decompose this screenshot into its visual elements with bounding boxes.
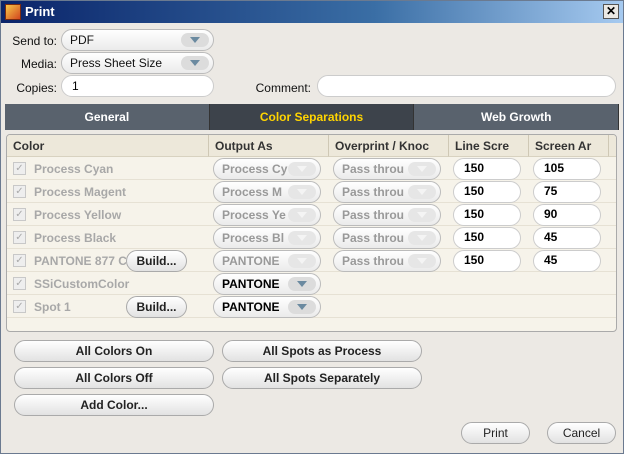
output-as-value: PANTONE xyxy=(222,277,280,291)
color-name: Process Black xyxy=(34,231,117,245)
chevron-down-icon xyxy=(408,185,436,199)
chevron-down-icon xyxy=(288,231,316,245)
line-screen-input[interactable]: 150 xyxy=(453,158,521,180)
output-as-select[interactable]: PANTONE xyxy=(213,296,321,318)
chevron-down-icon xyxy=(181,33,209,47)
color-name: Process Cyan xyxy=(34,162,114,176)
color-checkbox[interactable]: ✓ xyxy=(13,162,26,175)
tab-color-separations[interactable]: Color Separations xyxy=(209,104,415,130)
chevron-down-icon xyxy=(288,300,316,314)
output-as-select[interactable]: PANTONE xyxy=(213,250,321,272)
color-name: PANTONE 877 C xyxy=(34,254,126,268)
chevron-down-icon xyxy=(408,231,436,245)
color-name: SSiCustomColor xyxy=(34,277,130,291)
overprint-select[interactable]: Pass throu xyxy=(333,250,441,272)
output-as-select[interactable]: Process Bl xyxy=(213,227,321,249)
chevron-down-icon xyxy=(408,208,436,222)
output-as-value: PANTONE xyxy=(222,254,280,268)
color-checkbox[interactable]: ✓ xyxy=(13,277,26,290)
color-name: Spot 1 xyxy=(34,300,71,314)
output-as-value: Process Ye xyxy=(222,208,286,222)
output-as-value: Process Cy xyxy=(222,162,288,176)
print-button[interactable]: Print xyxy=(461,422,530,444)
screen-angle-input[interactable]: 90 xyxy=(533,204,601,226)
output-as-value: Process M xyxy=(222,185,283,199)
add-color-button[interactable]: Add Color... xyxy=(14,394,214,416)
copies-label: Copies: xyxy=(16,81,57,95)
output-as-select[interactable]: Process M xyxy=(213,181,321,203)
close-button[interactable]: ✕ xyxy=(603,4,619,19)
table-row-line xyxy=(7,318,616,331)
color-checkbox[interactable]: ✓ xyxy=(13,208,26,221)
color-checkbox[interactable]: ✓ xyxy=(13,300,26,313)
color-separations-table: Color Output As Overprint / Knoc Line Sc… xyxy=(6,134,617,332)
comment-label: Comment: xyxy=(255,81,311,95)
color-checkbox[interactable]: ✓ xyxy=(13,185,26,198)
build-button[interactable]: Build... xyxy=(126,296,187,318)
overprint-select[interactable]: Pass throu xyxy=(333,204,441,226)
header-overprint: Overprint / Knoc xyxy=(329,135,449,157)
screen-angle-input[interactable]: 105 xyxy=(533,158,601,180)
line-screen-input[interactable]: 150 xyxy=(453,181,521,203)
title-bar: Print ✕ xyxy=(1,1,623,23)
chevron-down-icon xyxy=(181,56,209,70)
chevron-down-icon xyxy=(288,208,316,222)
line-screen-input[interactable]: 150 xyxy=(453,250,521,272)
header-output-as: Output As xyxy=(209,135,329,157)
header-line-screen: Line Scre xyxy=(449,135,529,157)
screen-angle-input[interactable]: 45 xyxy=(533,227,601,249)
header-color: Color xyxy=(7,135,209,157)
all-colors-on-button[interactable]: All Colors On xyxy=(14,340,214,362)
chevron-down-icon xyxy=(288,277,316,291)
chevron-down-icon xyxy=(288,162,316,176)
tab-general[interactable]: General xyxy=(5,104,210,130)
media-value: Press Sheet Size xyxy=(70,56,163,70)
media-label: Media: xyxy=(20,57,57,71)
all-colors-off-button[interactable]: All Colors Off xyxy=(14,367,214,389)
overprint-value: Pass throu xyxy=(342,208,405,222)
overprint-value: Pass throu xyxy=(342,254,405,268)
tab-web-growth[interactable]: Web Growth xyxy=(414,104,620,130)
copies-input[interactable]: 1 xyxy=(61,75,214,97)
color-checkbox[interactable]: ✓ xyxy=(13,254,26,267)
header-filler xyxy=(609,135,616,157)
line-screen-input[interactable]: 150 xyxy=(453,204,521,226)
output-as-select[interactable]: Process Cy xyxy=(213,158,321,180)
output-as-select[interactable]: Process Ye xyxy=(213,204,321,226)
output-as-value: PANTONE xyxy=(222,300,280,314)
line-screen-input[interactable]: 150 xyxy=(453,227,521,249)
color-name: Process Magent xyxy=(34,185,127,199)
chevron-down-icon xyxy=(408,162,436,176)
screen-angle-input[interactable]: 45 xyxy=(533,250,601,272)
chevron-down-icon xyxy=(288,254,316,268)
chevron-down-icon xyxy=(408,254,436,268)
overprint-value: Pass throu xyxy=(342,231,405,245)
window-title: Print xyxy=(25,4,55,19)
send-to-select[interactable]: PDF xyxy=(61,29,214,51)
send-to-value: PDF xyxy=(70,33,94,47)
app-logo-icon xyxy=(5,4,21,20)
all-spots-separately-button[interactable]: All Spots Separately xyxy=(222,367,422,389)
screen-angle-input[interactable]: 75 xyxy=(533,181,601,203)
header-screen-angle: Screen Ar xyxy=(529,135,609,157)
tab-bar: General Color Separations Web Growth xyxy=(5,104,620,130)
chevron-down-icon xyxy=(288,185,316,199)
output-as-value: Process Bl xyxy=(222,231,285,245)
send-to-label: Send to: xyxy=(12,34,57,48)
overprint-value: Pass throu xyxy=(342,162,405,176)
output-as-select[interactable]: PANTONE xyxy=(213,273,321,295)
overprint-value: Pass throu xyxy=(342,185,405,199)
overprint-select[interactable]: Pass throu xyxy=(333,158,441,180)
color-name: Process Yellow xyxy=(34,208,122,222)
cancel-button[interactable]: Cancel xyxy=(547,422,616,444)
build-button[interactable]: Build... xyxy=(126,250,187,272)
media-select[interactable]: Press Sheet Size xyxy=(61,52,214,74)
color-checkbox[interactable]: ✓ xyxy=(13,231,26,244)
all-spots-as-process-button[interactable]: All Spots as Process xyxy=(222,340,422,362)
comment-input[interactable] xyxy=(317,75,616,97)
overprint-select[interactable]: Pass throu xyxy=(333,181,441,203)
overprint-select[interactable]: Pass throu xyxy=(333,227,441,249)
